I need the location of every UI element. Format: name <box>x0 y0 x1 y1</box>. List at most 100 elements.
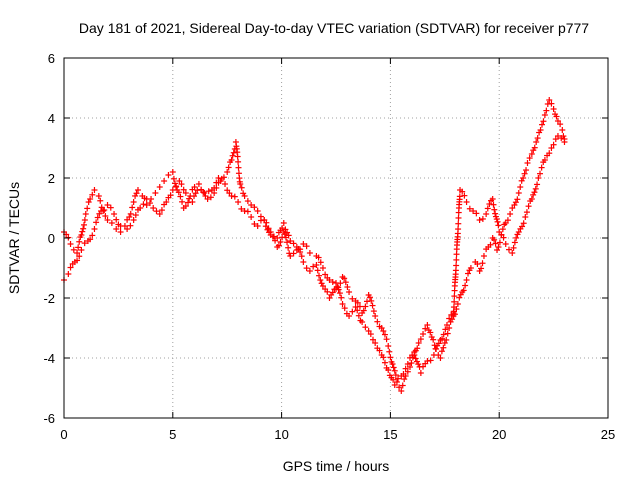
interp-point <box>427 329 434 336</box>
interp-point <box>391 367 398 374</box>
interp-point <box>409 352 416 359</box>
y-tick-label: 2 <box>48 171 55 186</box>
interp-point <box>450 304 457 311</box>
interp-point <box>303 243 310 250</box>
data-point <box>280 220 287 226</box>
interp-point <box>558 135 565 142</box>
interp-point <box>369 336 376 343</box>
interp-point <box>453 251 460 258</box>
data-point <box>420 331 427 337</box>
data-point <box>189 199 196 205</box>
data-point <box>550 106 557 112</box>
x-tick-label: 5 <box>169 427 176 442</box>
interp-point <box>290 250 297 257</box>
interp-point <box>478 265 485 272</box>
interp-point <box>336 290 343 297</box>
interp-point <box>244 198 251 205</box>
interp-point <box>534 181 541 188</box>
interp-point <box>453 262 460 269</box>
interp-point <box>177 193 184 200</box>
data-point <box>346 289 353 295</box>
x-tick-label: 25 <box>601 427 615 442</box>
data-point <box>319 283 326 289</box>
data-point <box>163 199 170 205</box>
interp-point <box>70 246 77 253</box>
interp-point <box>369 302 376 309</box>
data-point <box>215 175 222 181</box>
interp-point <box>231 193 238 200</box>
data-point <box>541 112 548 118</box>
data-point <box>104 202 111 208</box>
data-point <box>117 223 124 229</box>
data-point <box>463 277 470 283</box>
interp-point <box>290 240 297 247</box>
interp-point <box>543 107 550 114</box>
interp-point <box>435 340 442 347</box>
data-point <box>300 259 307 265</box>
interp-point <box>491 236 498 243</box>
interp-point <box>101 207 108 214</box>
interp-point <box>495 244 502 251</box>
data-point <box>306 250 313 256</box>
interp-point <box>362 303 369 310</box>
y-tick-label: 0 <box>48 231 55 246</box>
interp-point <box>492 240 499 247</box>
interp-point <box>317 277 324 284</box>
interp-point <box>395 375 402 382</box>
interp-point <box>494 218 501 225</box>
interp-point <box>530 191 537 198</box>
data-point <box>546 97 553 103</box>
interp-point <box>213 179 220 186</box>
interp-point <box>442 326 449 333</box>
interp-point <box>146 200 153 207</box>
data-point <box>339 301 346 307</box>
interp-point <box>94 214 101 221</box>
interp-point <box>381 331 388 338</box>
data-points <box>61 97 568 394</box>
data-point <box>541 157 548 163</box>
interp-point <box>440 331 447 338</box>
data-point <box>65 271 72 277</box>
interp-point <box>525 203 532 210</box>
data-point <box>169 169 176 175</box>
interp-point <box>368 297 375 304</box>
interp-point <box>486 201 493 208</box>
data-point <box>300 241 307 247</box>
interp-point <box>338 294 345 301</box>
interp-point <box>178 181 185 188</box>
data-point <box>78 232 85 238</box>
data-point <box>124 226 131 232</box>
interp-point <box>447 318 454 325</box>
interp-point <box>521 170 528 177</box>
interp-point <box>376 347 383 354</box>
data-point <box>480 253 487 259</box>
interp-point <box>553 113 560 120</box>
interp-point <box>93 219 100 226</box>
interp-point <box>173 183 180 190</box>
data-point <box>424 322 431 328</box>
interp-point <box>455 220 462 227</box>
interp-point <box>511 239 518 246</box>
interp-point <box>513 234 520 241</box>
interp-point <box>67 264 74 271</box>
y-tick-label: -4 <box>43 351 55 366</box>
interp-point <box>557 121 564 128</box>
interp-point <box>207 194 214 201</box>
data-point <box>548 145 555 151</box>
interp-point <box>498 231 505 238</box>
interp-point <box>546 150 553 157</box>
interp-point <box>127 222 134 229</box>
x-tick-label: 10 <box>274 427 288 442</box>
data-point <box>537 127 544 133</box>
data-point <box>87 196 94 202</box>
interp-point <box>76 253 83 260</box>
interp-point <box>235 164 242 171</box>
interp-point <box>285 244 292 251</box>
data-point <box>522 214 529 220</box>
data-point <box>559 127 566 133</box>
interp-point <box>186 195 193 202</box>
interp-point <box>531 144 538 151</box>
data-point <box>228 193 235 199</box>
interp-point <box>179 198 186 205</box>
interp-point <box>192 190 199 197</box>
